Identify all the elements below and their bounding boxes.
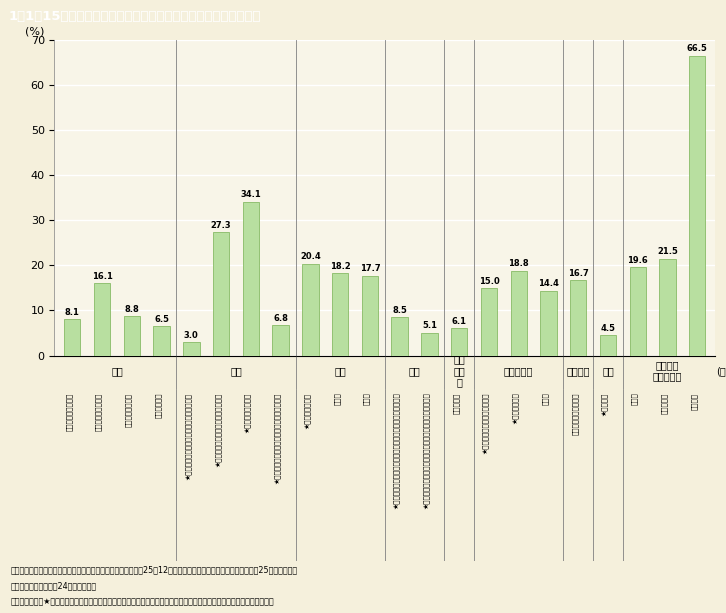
Text: 司法: 司法	[334, 366, 346, 376]
Text: 雇用: 雇用	[409, 366, 420, 376]
Text: 行政: 行政	[230, 366, 242, 376]
Text: 裁判官: 裁判官	[333, 393, 340, 405]
Bar	[481, 288, 497, 356]
Bar	[242, 202, 259, 356]
Text: 3.0: 3.0	[184, 331, 199, 340]
Text: 医師＊: 医師＊	[631, 393, 637, 405]
Text: 1－1－15図　各分野における「指導的地位」に女性が占める割合: 1－1－15図 各分野における「指導的地位」に女性が占める割合	[9, 10, 261, 23]
Text: 6.8: 6.8	[273, 314, 288, 322]
Text: 66.5: 66.5	[687, 44, 708, 53]
Bar	[123, 316, 140, 356]
Text: 8.5: 8.5	[392, 306, 407, 315]
Text: 16.1: 16.1	[91, 272, 113, 281]
Text: 国会議員（衆議院）: 国会議員（衆議院）	[65, 393, 73, 431]
Text: 農林
水産
業: 農林 水産 業	[453, 354, 465, 387]
Text: ★都道府県における本庁課長相当職以上の職員: ★都道府県における本庁課長相当職以上の職員	[274, 393, 281, 484]
Text: ★民間企業（１００人以上）における管理職（部長相当職）: ★民間企業（１００人以上）における管理職（部長相当職）	[423, 393, 429, 509]
Bar	[421, 332, 438, 356]
Text: 4.5: 4.5	[600, 324, 616, 333]
Text: 6.5: 6.5	[154, 315, 169, 324]
Bar	[362, 276, 378, 356]
Text: 15.0: 15.0	[478, 276, 499, 286]
Bar	[64, 319, 81, 356]
Bar	[391, 317, 408, 356]
Bar	[153, 326, 170, 356]
Bar	[689, 56, 706, 356]
Bar	[540, 291, 557, 356]
Bar	[183, 342, 200, 356]
Text: 16.7: 16.7	[568, 269, 589, 278]
Bar	[213, 232, 229, 356]
Text: なお，★印は，第３次男女共同参画基本計画において成果目標が設定されている項目として掲げられているもの。: なお，★印は，第３次男女共同参画基本計画において成果目標が設定されている項目とし…	[11, 597, 274, 606]
Text: 8.1: 8.1	[65, 308, 80, 317]
Text: 20.4: 20.4	[300, 253, 321, 261]
Bar	[272, 325, 289, 356]
Text: 都道府県知事: 都道府県知事	[155, 393, 162, 418]
Text: 17.7: 17.7	[359, 264, 380, 273]
Text: 5.1: 5.1	[422, 321, 437, 330]
Text: ★大学講師以上: ★大学講師以上	[512, 393, 518, 424]
Text: ★国の審議会等委員: ★国の審議会等委員	[244, 393, 251, 433]
Text: 教育・研究: 教育・研究	[504, 366, 534, 376]
Text: ★自治会長: ★自治会長	[601, 393, 608, 416]
Text: ★初等中等教育機関の教頭以上: ★初等中等教育機関の教頭以上	[482, 393, 489, 454]
Text: 薬剤師＊: 薬剤師＊	[690, 393, 697, 409]
Text: 地域: 地域	[602, 366, 614, 376]
Text: ★民間企業（１００人以上）における管理職（課長相当職）: ★民間企業（１００人以上）における管理職（課長相当職）	[393, 393, 399, 509]
Text: （備考）内閣府「女性の政策・方針決定参画状況調べ」（平成25年12月）より一部情報を更新。原則として平成25年のデータ。: （備考）内閣府「女性の政策・方針決定参画状況調べ」（平成25年12月）より一部情…	[11, 565, 298, 574]
Text: 政治: 政治	[111, 366, 123, 376]
Bar	[570, 280, 587, 356]
Text: 19.6: 19.6	[627, 256, 648, 265]
Text: (分野): (分野)	[717, 366, 726, 376]
Text: 34.1: 34.1	[240, 191, 261, 199]
Text: 国会議員（参議院）: 国会議員（参議院）	[95, 393, 102, 431]
Text: 18.8: 18.8	[508, 259, 529, 268]
Text: 6.1: 6.1	[452, 317, 467, 326]
Text: 27.3: 27.3	[211, 221, 232, 230]
Bar	[451, 328, 468, 356]
Text: ただし，＊は24年のデータ。: ただし，＊は24年のデータ。	[11, 582, 97, 591]
Bar	[659, 259, 676, 356]
Text: メディア: メディア	[566, 366, 590, 376]
Text: 弁護士: 弁護士	[363, 393, 370, 405]
Bar	[629, 267, 646, 356]
Bar	[332, 273, 348, 356]
Bar	[510, 271, 527, 356]
Text: 21.5: 21.5	[657, 247, 678, 256]
Bar	[302, 264, 319, 356]
Bar	[94, 283, 110, 356]
Text: 18.2: 18.2	[330, 262, 351, 271]
Text: 歯科医師＊: 歯科医師＊	[661, 393, 667, 414]
Text: 記者（日本新聞協会）: 記者（日本新聞協会）	[571, 393, 578, 435]
Text: 研究者: 研究者	[542, 393, 548, 405]
Text: 農業委員＊: 農業委員＊	[452, 393, 459, 414]
Text: 都道府県議会議員: 都道府県議会議員	[125, 393, 132, 427]
Text: その他の
専門的職業: その他の 専門的職業	[653, 360, 682, 381]
Text: 8.8: 8.8	[124, 305, 139, 314]
Bar	[600, 335, 616, 356]
Text: ★本省課室長相当職以上の国家公務員: ★本省課室長相当職以上の国家公務員	[214, 393, 221, 467]
Text: ★検察官（検事）: ★検察官（検事）	[303, 393, 311, 428]
Text: (%): (%)	[25, 27, 44, 37]
Text: ★国家公務員採用者（総合職等事務系区分）: ★国家公務員採用者（総合職等事務系区分）	[184, 393, 192, 480]
Text: 14.4: 14.4	[538, 280, 559, 288]
